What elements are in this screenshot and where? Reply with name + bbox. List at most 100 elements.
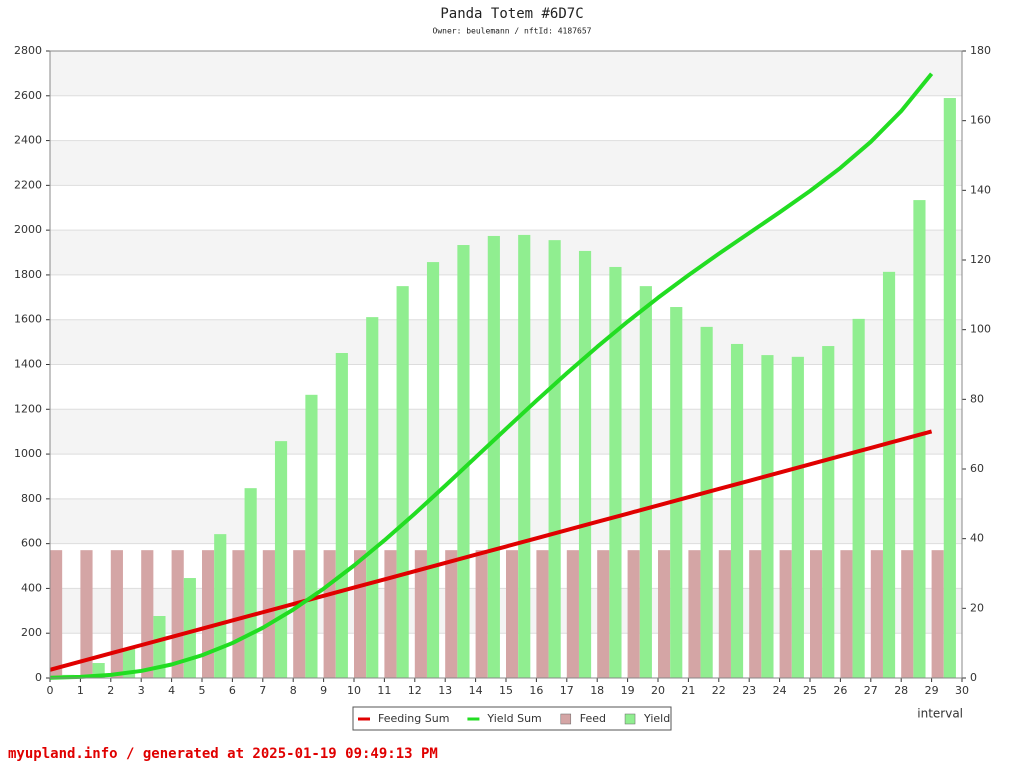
bar bbox=[840, 550, 853, 678]
y-tick-label: 1800 bbox=[14, 268, 42, 281]
bar bbox=[354, 550, 367, 678]
bar bbox=[366, 317, 379, 678]
bar bbox=[110, 550, 123, 678]
y-tick-label: 1000 bbox=[14, 447, 42, 460]
legend-swatch bbox=[624, 713, 636, 725]
bar bbox=[609, 266, 622, 678]
y2-tick-label: 40 bbox=[970, 532, 984, 545]
x-tick-label: 10 bbox=[347, 684, 361, 697]
bar bbox=[414, 550, 427, 678]
footer: myupland.info / generated at 2025-01-19 … bbox=[8, 746, 438, 762]
y-tick-label: 600 bbox=[21, 537, 42, 550]
bar bbox=[578, 250, 592, 678]
bar bbox=[274, 441, 288, 678]
bar bbox=[700, 326, 713, 678]
x-tick-label: 16 bbox=[529, 684, 543, 697]
bar bbox=[183, 578, 196, 678]
x-tick-label: 7 bbox=[259, 684, 266, 697]
grid-band bbox=[50, 140, 962, 186]
x-tick-label: 27 bbox=[864, 684, 878, 697]
bar bbox=[688, 550, 701, 678]
x-tick-label: 17 bbox=[560, 684, 574, 697]
grid-band bbox=[50, 498, 962, 544]
bar bbox=[791, 356, 804, 678]
bar bbox=[566, 550, 579, 678]
x-tick-label: 2 bbox=[107, 684, 114, 697]
bar bbox=[202, 550, 215, 678]
plot-border bbox=[49, 50, 963, 679]
y2-tick-label: 0 bbox=[970, 671, 977, 684]
y-tick-label: 2600 bbox=[14, 89, 42, 102]
bar bbox=[305, 394, 318, 678]
bar bbox=[548, 240, 561, 678]
bar bbox=[335, 353, 348, 678]
bar bbox=[882, 271, 896, 678]
grid-band bbox=[50, 51, 962, 96]
x-tick-label: 20 bbox=[651, 684, 665, 697]
x-tick-label: 29 bbox=[925, 684, 939, 697]
line bbox=[49, 72, 934, 680]
y-tick-label: 0 bbox=[35, 671, 42, 684]
x-tick-label: 24 bbox=[773, 684, 787, 697]
bar bbox=[506, 550, 519, 678]
bar bbox=[931, 550, 944, 678]
bar bbox=[244, 488, 257, 678]
bar bbox=[293, 550, 306, 678]
x-tick-label: 6 bbox=[229, 684, 236, 697]
bar bbox=[627, 550, 640, 678]
y2-tick-label: 100 bbox=[970, 323, 991, 336]
x-tick-label: 14 bbox=[469, 684, 483, 697]
bar bbox=[730, 343, 744, 678]
bar bbox=[323, 550, 336, 678]
x-tick-label: 4 bbox=[168, 684, 175, 697]
x-tick-label: 3 bbox=[138, 684, 145, 697]
y-tick-label: 200 bbox=[21, 626, 42, 639]
bar bbox=[749, 550, 762, 678]
legend-box bbox=[352, 706, 672, 731]
x-axis-label: interval bbox=[917, 707, 963, 721]
chart-subtitle: Owner: beulemann / nftId: 4187657 bbox=[433, 27, 592, 36]
bar bbox=[475, 550, 488, 678]
bar bbox=[262, 550, 275, 678]
bar bbox=[171, 550, 184, 678]
bar bbox=[870, 550, 883, 678]
bar bbox=[445, 550, 458, 678]
bar bbox=[718, 550, 731, 678]
x-tick-label: 30 bbox=[955, 684, 969, 697]
x-tick-label: 22 bbox=[712, 684, 726, 697]
bar bbox=[80, 550, 93, 678]
bar bbox=[670, 307, 683, 678]
y2-tick-label: 20 bbox=[970, 601, 984, 614]
y2-tick-label: 120 bbox=[970, 253, 991, 266]
y2-tick-label: 60 bbox=[970, 462, 984, 475]
grid-band bbox=[50, 230, 962, 275]
legend-label: Feeding Sum bbox=[378, 712, 449, 725]
bar bbox=[214, 534, 227, 678]
bar bbox=[901, 550, 914, 678]
grid-band bbox=[50, 409, 962, 455]
x-tick-label: 15 bbox=[499, 684, 513, 697]
y-tick-label: 2000 bbox=[14, 223, 42, 236]
x-tick-label: 25 bbox=[803, 684, 817, 697]
bar bbox=[822, 346, 835, 678]
bar bbox=[50, 550, 63, 678]
bar bbox=[943, 98, 956, 678]
x-tick-label: 8 bbox=[290, 684, 297, 697]
legend-label: Feed bbox=[580, 712, 606, 725]
y-tick-label: 2800 bbox=[14, 44, 42, 57]
legend-swatch bbox=[560, 713, 572, 725]
y-tick-label: 2400 bbox=[14, 134, 42, 147]
legend-label: Yield Sum bbox=[486, 712, 541, 725]
bar bbox=[597, 550, 610, 678]
x-tick-label: 0 bbox=[47, 684, 54, 697]
x-tick-label: 13 bbox=[438, 684, 452, 697]
bar bbox=[639, 286, 652, 678]
bar bbox=[153, 615, 166, 678]
y-tick-label: 1200 bbox=[14, 402, 42, 415]
x-tick-label: 11 bbox=[377, 684, 391, 697]
bar bbox=[141, 550, 154, 678]
x-tick-label: 12 bbox=[408, 684, 422, 697]
chart-title: Panda Totem #6D7C bbox=[440, 6, 583, 22]
bar bbox=[384, 550, 397, 678]
